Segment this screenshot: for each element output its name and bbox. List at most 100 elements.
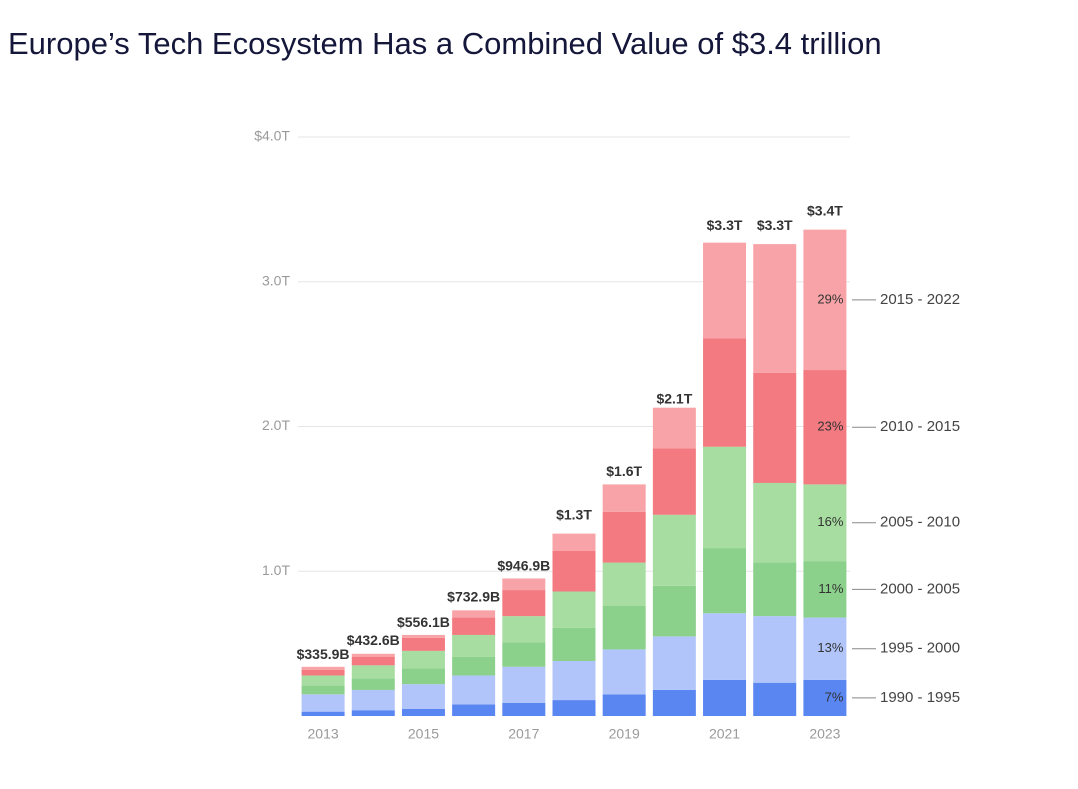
legend-label: 1995 - 2000 bbox=[880, 640, 960, 657]
bar-segment bbox=[552, 700, 596, 716]
y-tick-label: $4.0T bbox=[254, 128, 290, 144]
y-tick-label: 1.0T bbox=[262, 562, 290, 578]
bar-segment bbox=[602, 511, 646, 563]
bar-segment bbox=[552, 550, 596, 592]
bar-segment bbox=[351, 689, 395, 711]
legend-label: 2015 - 2022 bbox=[880, 291, 960, 308]
bar-segment bbox=[401, 684, 445, 709]
bar-segment bbox=[502, 702, 546, 716]
total-label: $556.1B bbox=[397, 614, 450, 630]
bar-segment bbox=[703, 242, 747, 339]
y-tick-label: 3.0T bbox=[262, 272, 290, 288]
bar-segment bbox=[753, 372, 797, 483]
total-label: $732.9B bbox=[447, 589, 500, 605]
bar-segment bbox=[351, 653, 395, 657]
bar-segment bbox=[401, 634, 445, 638]
bar-segment bbox=[803, 561, 847, 618]
total-label: $3.4T bbox=[807, 203, 843, 219]
bar-segment bbox=[703, 338, 747, 447]
bar-segment bbox=[652, 407, 696, 449]
total-label: $3.3T bbox=[707, 217, 743, 233]
bar-segment bbox=[452, 675, 496, 705]
x-tick-label: 2013 bbox=[308, 726, 339, 742]
bar-segment bbox=[602, 649, 646, 695]
bar-segment bbox=[753, 616, 797, 683]
bar-segment bbox=[602, 562, 646, 606]
bar-segment bbox=[552, 627, 596, 661]
bar-segment bbox=[351, 678, 395, 690]
bar-segment bbox=[703, 446, 747, 549]
total-label: $432.6B bbox=[347, 632, 400, 648]
share-label: 16% bbox=[817, 514, 843, 529]
total-label: $3.3T bbox=[757, 217, 793, 233]
bar-segment bbox=[602, 694, 646, 716]
bar-segment bbox=[401, 637, 445, 651]
legend-label: 2000 - 2005 bbox=[880, 580, 960, 597]
total-label: $2.1T bbox=[656, 391, 692, 407]
bar-segment bbox=[301, 694, 345, 712]
total-label: $1.6T bbox=[606, 463, 642, 479]
bar-segment bbox=[351, 710, 395, 716]
bar-segment bbox=[301, 669, 345, 676]
bar-segment bbox=[753, 244, 797, 373]
legend-label: 2010 - 2015 bbox=[880, 418, 960, 435]
bar-segment bbox=[502, 590, 546, 617]
bar-segment bbox=[703, 548, 747, 614]
bar-segment bbox=[452, 704, 496, 716]
bar-segment bbox=[703, 613, 747, 680]
x-tick-label: 2019 bbox=[609, 726, 640, 742]
x-tick-label: 2021 bbox=[709, 726, 740, 742]
bar-segment bbox=[401, 650, 445, 669]
bar-segment bbox=[803, 679, 847, 716]
bar-segment bbox=[753, 682, 797, 716]
bar-segment bbox=[301, 675, 345, 686]
bar-segment bbox=[452, 656, 496, 676]
bar-segment bbox=[753, 482, 797, 563]
legend-label: 1990 - 1995 bbox=[880, 689, 960, 706]
bar-segment bbox=[452, 634, 496, 657]
bar-segment bbox=[652, 448, 696, 515]
bar-segment bbox=[703, 679, 747, 716]
bar-segment bbox=[552, 533, 596, 551]
bar-segment bbox=[502, 666, 546, 703]
bar-segment bbox=[753, 562, 797, 617]
bar-segment bbox=[502, 578, 546, 591]
chart-title: Europe’s Tech Ecosystem Has a Combined V… bbox=[8, 26, 882, 61]
bar-segment bbox=[452, 610, 496, 618]
x-tick-label: 2023 bbox=[809, 726, 840, 742]
bar-segment bbox=[602, 484, 646, 512]
legend-label: 2005 - 2010 bbox=[880, 514, 960, 531]
total-label: $335.9B bbox=[297, 646, 350, 662]
bar-segment bbox=[452, 617, 496, 635]
share-label: 7% bbox=[825, 689, 844, 704]
bar-segment bbox=[401, 708, 445, 716]
bar-segment bbox=[351, 665, 395, 679]
bar-segment bbox=[652, 636, 696, 690]
bar-segment bbox=[401, 668, 445, 685]
bar-segment bbox=[652, 514, 696, 586]
bar-segment bbox=[502, 642, 546, 667]
y-tick-label: 2.0T bbox=[262, 417, 290, 433]
bar-segment bbox=[301, 685, 345, 695]
bar-segment bbox=[602, 605, 646, 650]
bar-segment bbox=[652, 585, 696, 637]
bar-segment bbox=[301, 711, 345, 716]
bar-segment bbox=[803, 229, 847, 371]
bar-segment bbox=[552, 591, 596, 628]
bar-segment bbox=[351, 656, 395, 666]
bar-segment bbox=[652, 689, 696, 716]
bar-segment bbox=[502, 616, 546, 643]
bar-segment bbox=[803, 484, 847, 562]
share-label: 13% bbox=[817, 640, 843, 655]
total-label: $946.9B bbox=[497, 558, 550, 574]
total-label: $1.3T bbox=[556, 507, 592, 523]
bar-segment bbox=[552, 660, 596, 701]
x-tick-label: 2015 bbox=[408, 726, 439, 742]
bar-segment bbox=[301, 666, 345, 670]
bar-segment bbox=[803, 370, 847, 485]
share-label: 11% bbox=[818, 581, 843, 596]
bar-segment bbox=[803, 617, 847, 680]
share-label: 23% bbox=[817, 419, 843, 434]
x-tick-label: 2017 bbox=[508, 726, 539, 742]
